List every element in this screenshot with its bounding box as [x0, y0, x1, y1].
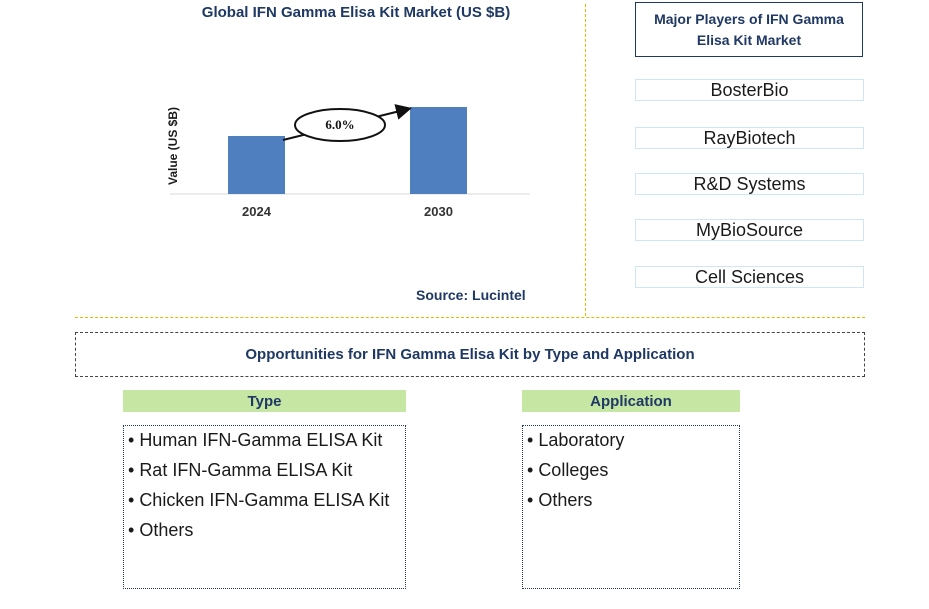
player-item: RayBiotech	[635, 127, 864, 149]
application-header: Application	[522, 390, 740, 412]
list-item: • Others	[527, 490, 593, 510]
player-item: BosterBio	[635, 79, 864, 101]
bar-chart: Value (US $B) 2024 2030 6.0%	[166, 104, 530, 219]
source-label: Source: Lucintel	[416, 287, 526, 303]
bar-2024	[228, 136, 285, 194]
chart-title: Global IFN Gamma Elisa Kit Market (US $B…	[201, 4, 511, 21]
horizontal-divider	[75, 317, 865, 318]
type-list: • Human IFN-Gamma ELISA Kit • Rat IFN-Ga…	[123, 425, 406, 589]
application-list: • Laboratory • Colleges • Others	[522, 425, 740, 589]
x-tick-label: 2030	[424, 204, 453, 219]
bar-2030	[410, 107, 467, 194]
application-item-label: Colleges	[538, 460, 609, 480]
y-axis-label: Value (US $B)	[166, 107, 180, 185]
vertical-divider	[585, 4, 586, 316]
players-title: Major Players of IFN Gamma Elisa Kit Mar…	[635, 2, 863, 57]
cagr-ellipse	[294, 108, 386, 142]
type-item-label: Human IFN-Gamma ELISA Kit	[139, 430, 383, 450]
list-item: • Others	[128, 520, 194, 540]
list-item: • Rat IFN-Gamma ELISA Kit	[128, 460, 353, 480]
application-item-label: Laboratory	[538, 430, 625, 450]
type-item-label: Rat IFN-Gamma ELISA Kit	[139, 460, 353, 480]
player-item: Cell Sciences	[635, 266, 864, 288]
cagr-label: 6.0%	[325, 117, 354, 132]
list-item: • Laboratory	[527, 430, 625, 450]
list-item: • Colleges	[527, 460, 609, 480]
player-item: MyBioSource	[635, 219, 864, 241]
x-tick-label: 2024	[242, 204, 272, 219]
type-item-label: Chicken IFN-Gamma ELISA Kit	[139, 490, 390, 510]
application-item-label: Others	[538, 490, 593, 510]
type-item-label: Others	[139, 520, 194, 540]
list-item: • Human IFN-Gamma ELISA Kit	[128, 430, 383, 450]
type-header: Type	[123, 390, 406, 412]
player-item: R&D Systems	[635, 173, 864, 195]
list-item: • Chicken IFN-Gamma ELISA Kit	[128, 490, 390, 510]
opportunities-title: Opportunities for IFN Gamma Elisa Kit by…	[75, 332, 865, 377]
